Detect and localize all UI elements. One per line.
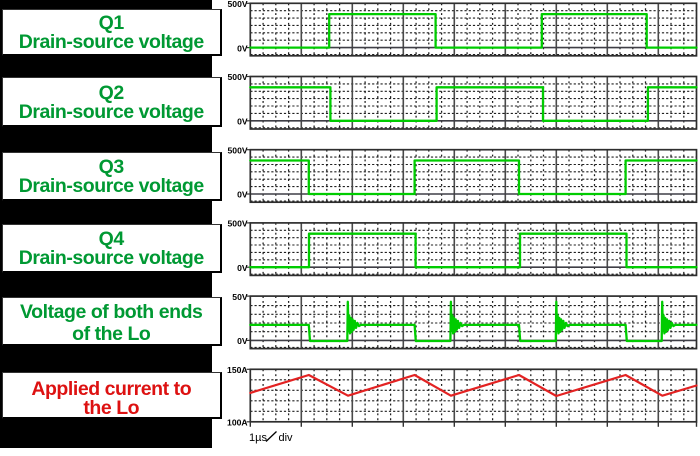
svg-text:500V: 500V	[228, 0, 248, 9]
svg-text:0V: 0V	[237, 263, 248, 273]
svg-text:0V: 0V	[237, 190, 248, 200]
svg-text:50V: 50V	[232, 292, 248, 302]
svg-text:0V: 0V	[237, 43, 248, 53]
svg-text:div: div	[279, 432, 294, 444]
svg-text:500V: 500V	[228, 145, 248, 155]
svg-text:1µs: 1µs	[249, 432, 267, 444]
svg-text:100A: 100A	[227, 418, 248, 428]
svg-text:0V: 0V	[237, 336, 248, 346]
svg-text:150A: 150A	[227, 365, 248, 375]
svg-text:500V: 500V	[228, 219, 248, 229]
svg-text:500V: 500V	[228, 72, 248, 82]
svg-text:0V: 0V	[237, 117, 248, 127]
